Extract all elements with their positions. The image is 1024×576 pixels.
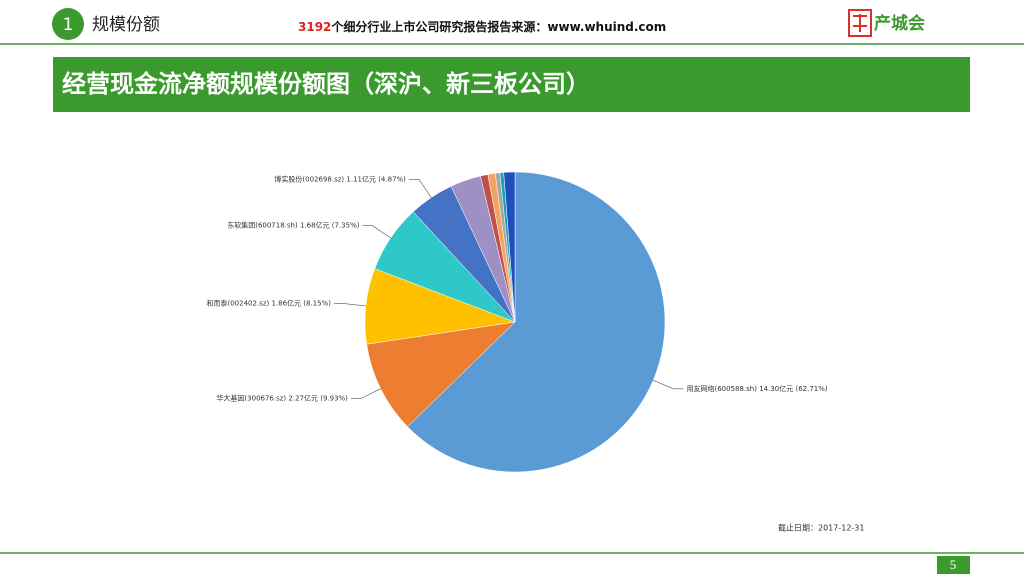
- pie-slice: [407, 171, 666, 473]
- title-banner: [53, 57, 970, 112]
- slice-value: 14.30亿元 (62.71%): [759, 384, 828, 393]
- slice-name: 和而泰(002402.sz): [207, 299, 270, 308]
- section-number: 1: [63, 15, 74, 35]
- source-count: 3192: [298, 20, 331, 34]
- slice-label: 用友网络(600588.sh) 14.30亿元 (62.71%): [686, 384, 827, 393]
- slice-name: 博实股份(002698.sz): [274, 174, 344, 183]
- chart-title: 经营现金流净额规模份额图（深沪、新三板公司）: [62, 70, 590, 98]
- source-line: 3192个细分行业上市公司研究报告报告来源：www.whuind.com: [298, 19, 666, 34]
- leader-line: [350, 388, 381, 399]
- leader-line: [653, 380, 684, 390]
- page-number: 5: [950, 557, 957, 572]
- leader-line: [362, 225, 391, 239]
- slice-value: 1.11亿元 (4.87%): [346, 174, 406, 183]
- slice-name: 用友网络(600588.sh): [686, 384, 757, 393]
- slice-label: 和而泰(002402.sz) 1.86亿元 (8.15%): [207, 299, 332, 308]
- slice-name: 华大基因(300676.sz): [216, 393, 286, 402]
- logo-text: 产城会: [874, 13, 925, 34]
- page-badge: [937, 556, 970, 574]
- pie-chart: 用友网络(600588.sh) 14.30亿元 (62.71%) 华大基因(300…: [207, 171, 828, 473]
- slice-label: 东软集团(600718.sh) 1.68亿元 (7.35%): [227, 221, 360, 230]
- slice-value: 2.27亿元 (9.93%): [288, 393, 348, 402]
- slice-name: 东软集团(600718.sh): [227, 221, 298, 230]
- pie-slice: [503, 171, 516, 323]
- slice-value: 1.68亿元 (7.35%): [300, 221, 360, 230]
- logo-icon: [848, 9, 872, 37]
- section-badge: [52, 8, 84, 40]
- source-text: 个细分行业上市公司研究报告报告来源：www.whuind.com: [330, 19, 666, 34]
- leader-line: [408, 179, 432, 198]
- logo-mark: [853, 14, 867, 32]
- slice-label: 博实股份(002698.sz) 1.11亿元 (4.87%): [274, 174, 406, 183]
- date-note: 截止日期：2017-12-31: [778, 523, 865, 533]
- section-title: 规模份额: [92, 15, 160, 35]
- slice-value: 1.86亿元 (8.15%): [271, 299, 331, 308]
- leader-line: [333, 303, 366, 307]
- slice-label: 华大基因(300676.sz) 2.27亿元 (9.93%): [216, 393, 348, 402]
